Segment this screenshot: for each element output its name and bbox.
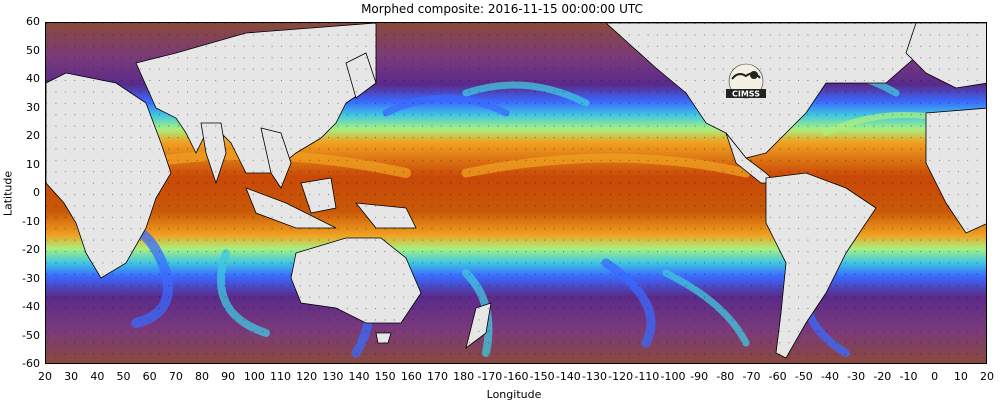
x-tick-label: 0 (931, 370, 939, 383)
y-tick-label: -60 (22, 357, 40, 370)
logo-text: CIMSS (732, 90, 760, 99)
x-tick-label: -120 (608, 370, 634, 383)
x-tick-label: -150 (529, 370, 555, 383)
moisture-map (46, 23, 986, 363)
y-tick-label: 10 (26, 157, 40, 171)
cimss-logo: CIMSS (726, 63, 766, 99)
x-tick-label: 70 (168, 370, 183, 383)
y-tick-label: 0 (33, 186, 40, 199)
y-tick-label: 50 (26, 43, 40, 57)
x-tick-label: 150 (374, 370, 396, 383)
map-plot-area: CIMSS (45, 22, 987, 364)
y-tick-label: -40 (22, 300, 40, 313)
x-tick-label: -100 (660, 370, 686, 383)
y-tick-label: -50 (22, 328, 40, 342)
y-tick-label: 20 (26, 129, 40, 142)
y-tick-label: -30 (22, 271, 40, 285)
x-tick-label: 50 (116, 370, 131, 383)
x-tick-label: -80 (716, 370, 735, 383)
x-tick-label: -30 (847, 370, 866, 383)
x-tick-label: -160 (503, 370, 529, 383)
x-tick-label: 10 (953, 370, 968, 383)
x-tick-label: 130 (322, 370, 344, 383)
x-tick-label: -60 (768, 370, 787, 383)
x-tick-label: -20 (873, 370, 892, 383)
x-tick-label: 90 (221, 370, 236, 383)
x-tick-label: 170 (427, 370, 448, 383)
x-tick-label: 140 (348, 370, 370, 383)
x-tick-label: -40 (821, 370, 839, 383)
x-tick-label: 20 (38, 370, 52, 383)
y-tick-label: -20 (22, 243, 40, 256)
x-tick-label: 120 (296, 370, 318, 383)
x-tick-label: 160 (400, 370, 422, 383)
x-tick-label: -130 (582, 370, 607, 383)
y-tick-label: 30 (26, 100, 40, 114)
x-tick-label: -70 (742, 370, 761, 383)
x-tick-label: 180 (453, 370, 475, 383)
y-tick-label: 60 (26, 15, 40, 28)
x-tick-label: 110 (270, 370, 291, 383)
graticule-dots (46, 23, 986, 363)
x-tick-label: -140 (555, 370, 581, 383)
x-tick-label: 80 (195, 370, 209, 383)
x-tick-label: -50 (794, 370, 813, 383)
x-tick-label: 60 (142, 370, 157, 383)
x-tick-label: -110 (634, 370, 660, 383)
x-tick-label: 100 (243, 370, 265, 383)
x-tick-label: -10 (899, 370, 918, 383)
y-tick-label: 40 (26, 72, 40, 85)
x-tick-label: 30 (64, 370, 79, 383)
x-tick-label: -90 (690, 370, 709, 383)
x-tick-label: -170 (477, 370, 503, 383)
x-tick-label: 40 (90, 370, 105, 383)
map-title: Morphed composite: 2016-11-15 00:00:00 U… (361, 2, 643, 16)
x-tick-label: 20 (980, 370, 994, 383)
y-tick-label: -10 (22, 214, 40, 228)
x-axis-label: Longitude (486, 388, 542, 401)
